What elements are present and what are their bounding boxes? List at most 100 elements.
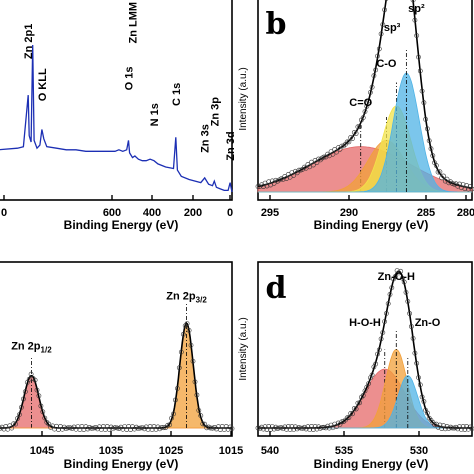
raw-data-point [355,124,361,130]
raw-data-point [382,319,387,324]
raw-data-point [229,426,235,431]
raw-data-point [190,358,196,364]
raw-data-point [353,131,359,136]
raw-data-point [28,371,34,377]
raw-data-point [321,154,327,160]
raw-data-point [184,321,190,326]
raw-data-point [375,351,380,357]
raw-data-point [437,169,443,175]
raw-data-point [42,415,48,421]
raw-data-point [11,421,16,427]
raw-data-point [435,169,441,175]
raw-data-point [351,406,357,411]
raw-data-point [161,425,167,431]
raw-data-point [180,331,186,337]
raw-data-point [298,425,304,431]
panel-b: 295 290 285 280 Binding Energy (eV) Intensity… [238,0,474,232]
x-tick-label: 280 [457,207,474,219]
peak-annotation: Zn-O-H [378,271,415,283]
raw-data-point [32,377,38,383]
peak-annotation: Zn-O [415,317,441,329]
peak-annotation: O KLL [37,68,49,101]
raw-data-point [362,109,368,114]
raw-data-point [364,104,370,109]
raw-data-point [200,421,206,427]
raw-data-point [414,360,420,366]
raw-data-point [398,268,404,274]
raw-data-point [353,406,359,412]
raw-data-point [22,389,28,395]
raw-data-point [412,17,418,23]
peak-annotation: Zn 3p [209,97,221,127]
raw-data-point [399,275,405,281]
x-tick-label: 540 [261,445,279,457]
raw-data-point [373,361,379,367]
raw-data-point [344,415,350,421]
raw-data-point [355,400,361,406]
raw-data-point [410,335,416,341]
peak-annotation: C-O [376,58,397,70]
x-tick-label: 530 [410,445,428,457]
raw-data-point [469,186,474,192]
fit-peak [258,72,472,193]
raw-data-point [255,425,261,431]
raw-data-point [357,124,362,130]
raw-data-point [417,68,423,74]
raw-data-point [373,67,379,73]
peak-annotation: Zn 3s [200,124,212,153]
raw-data-point [20,396,26,402]
x-tick-label: 285 [417,207,435,219]
raw-data-point [165,422,171,428]
raw-data-point [174,385,180,391]
raw-data-point [202,421,208,427]
raw-data-point [366,98,371,104]
raw-data-point [419,88,425,94]
y-axis-label: Intensity (a.u.) [238,67,249,130]
raw-data-point [169,415,174,421]
plot-frame [257,0,473,201]
raw-data-point [369,372,375,378]
raw-data-point [376,46,382,52]
raw-data-point [346,139,352,145]
raw-data-point [335,420,341,426]
raw-data-point [196,407,202,413]
peak-annotation: C=O [349,97,372,109]
x-axis-label: Binding Energy (eV) [64,457,179,471]
raw-data-point [423,116,428,122]
x-tick-label: 0 [1,207,7,219]
raw-data-point [36,393,42,399]
raw-data-point [384,0,389,1]
raw-data-point [430,153,436,159]
x-tick-label: 600 [103,207,121,219]
raw-data-point [421,100,427,106]
fit-peak [258,368,472,429]
raw-data-point [414,33,420,38]
peak-annotation: Zn 3d [225,131,237,160]
raw-data-point [360,393,366,398]
peak-annotation: sp³ [384,22,401,34]
raw-data-point [282,424,288,430]
x-axis-label: Binding Energy (eV) [64,218,179,232]
raw-data-point [408,324,414,329]
raw-data-point [348,410,354,416]
x-tick-label: 1015 [219,445,243,457]
raw-data-point [387,291,393,297]
raw-data-point [301,424,307,430]
raw-data-point [40,409,46,415]
raw-data-point [287,174,293,180]
raw-data-point [382,7,387,13]
raw-data-point [344,139,350,145]
raw-data-point [426,138,432,144]
raw-data-point [451,181,457,187]
raw-data-point [469,426,474,431]
peak-annotation: Zn 2p3/2 [166,291,207,305]
raw-data-point [407,311,412,316]
raw-data-point [334,149,339,155]
raw-data-point [188,342,194,348]
peak-annotation: O 1s [123,67,135,91]
raw-data-point [357,400,362,406]
raw-data-point [376,347,382,353]
